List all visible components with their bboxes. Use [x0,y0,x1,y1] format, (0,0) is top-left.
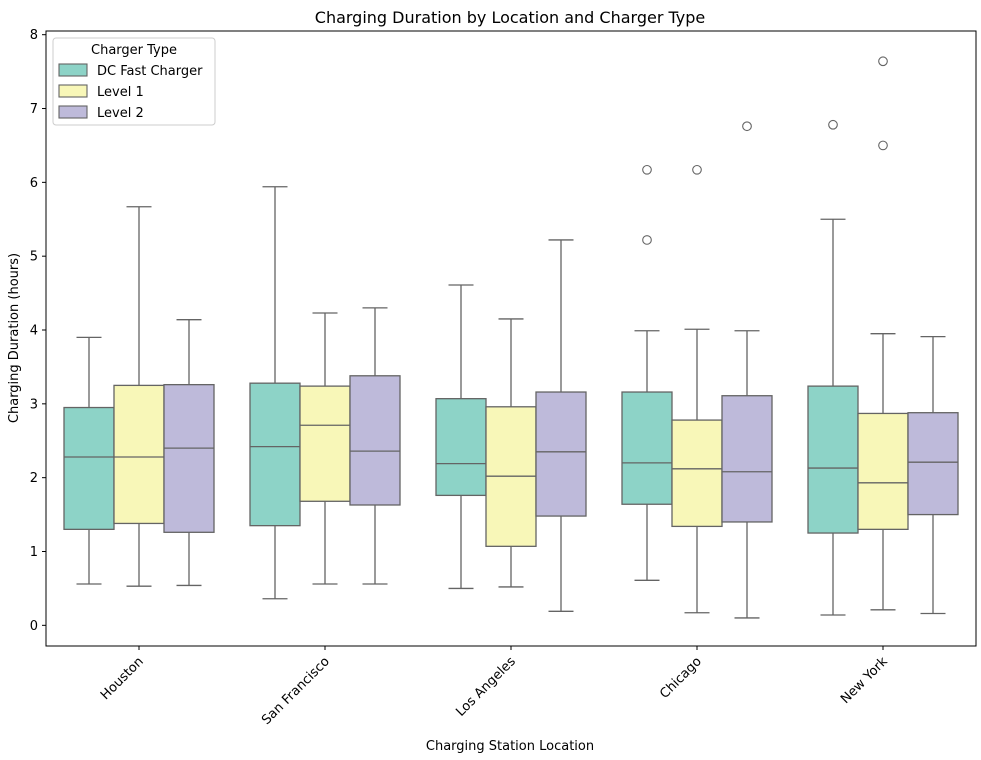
box-group [907,336,959,615]
outlier-point [742,121,752,132]
plot-area [63,56,959,619]
y-axis: 0 1 2 3 4 5 6 7 8 [30,28,46,634]
box-iqr [435,398,487,497]
outlier-point [878,56,888,67]
legend-entry-label: Level 1 [97,85,144,100]
box-group [671,164,723,614]
y-axis-label: Charging Duration (hours) [7,253,22,423]
box-group [349,307,401,585]
y-tick-label: 6 [30,176,38,191]
legend-swatch [58,63,88,77]
box-group [299,312,351,585]
box-iqr [671,419,723,528]
box-iqr [299,385,351,502]
legend-title: Charger Type [91,43,177,58]
box-iqr [163,383,215,533]
box-iqr [621,391,673,505]
x-axis: Houston San Francisco Los Angeles Chicago Ne… [98,646,891,728]
box-iqr [807,385,859,534]
box-iqr [907,412,959,516]
outlier-point [692,164,702,175]
y-tick-label: 4 [30,324,38,339]
x-axis-label: Charging Station Location [426,739,594,754]
y-tick-label: 7 [30,102,38,117]
box-group [63,336,115,585]
legend-entry-label: DC Fast Charger [97,64,203,79]
box-iqr [63,406,115,530]
box-group [621,164,673,581]
box-group [249,186,301,600]
outlier-point [828,119,838,130]
legend-swatch [58,84,88,98]
outlier-point [642,235,652,245]
x-tick-label: San Francisco [259,654,333,728]
box-iqr [721,395,773,523]
box-group [435,284,487,590]
box-iqr [349,375,401,506]
y-tick-label: 0 [30,619,38,634]
y-tick-label: 8 [30,28,38,43]
y-tick-label: 1 [30,545,38,560]
box-group [857,56,909,611]
x-tick-label: Los Angeles [453,654,519,720]
outlier-point [642,164,652,175]
legend: Charger Type DC Fast Charger Level 1 Level… [52,37,216,126]
box-group [535,239,587,612]
outlier-point [878,140,888,151]
box-group [721,121,773,619]
chart-title: Charging Duration by Location and Charge… [315,8,705,27]
legend-frame [52,37,216,126]
y-tick-label: 3 [30,397,38,412]
y-tick-label: 5 [30,250,38,265]
box-group [113,206,165,587]
legend-entry-label: Level 2 [97,106,144,121]
box-group [485,318,537,588]
box-group [807,119,859,616]
box-iqr [113,384,165,525]
x-tick-label: Houston [98,654,147,703]
legend-swatch [58,105,88,119]
box-iqr [249,382,301,527]
box-iqr [535,391,587,517]
x-tick-label: New York [838,654,891,707]
box-group [163,319,215,587]
y-tick-label: 2 [30,471,38,486]
box-iqr [857,412,909,530]
x-tick-label: Chicago [657,654,705,702]
